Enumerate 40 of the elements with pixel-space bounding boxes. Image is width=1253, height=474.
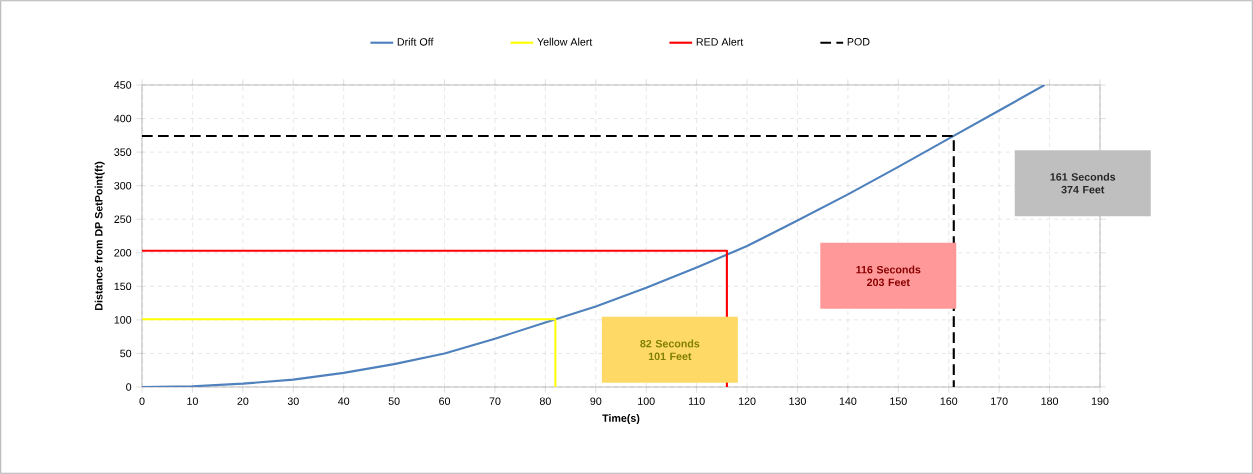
- y-tick-label: 50: [120, 349, 132, 358]
- legend-label: Drift Off: [397, 37, 434, 46]
- x-tick-label: 80: [539, 397, 551, 405]
- x-tick-label: 90: [590, 397, 602, 405]
- x-tick-label: 0: [139, 397, 145, 405]
- x-axis-title: Time(s): [602, 414, 640, 425]
- legend-label: Yellow Alert: [537, 37, 593, 46]
- y-tick-label: 450: [114, 81, 132, 89]
- x-tick-label: 140: [839, 397, 857, 405]
- x-tick-label: 130: [789, 397, 806, 405]
- y-tick-label: 400: [114, 114, 132, 123]
- x-tick-label: 190: [1091, 397, 1109, 405]
- annotation: 116 Seconds 203 Feet: [856, 265, 921, 287]
- x-tick-label: 50: [388, 397, 400, 405]
- x-tick-label: 120: [738, 397, 756, 405]
- x-tick-label: 100: [638, 397, 655, 405]
- x-tick-label: 110: [688, 397, 705, 405]
- x-tick-label: 40: [338, 397, 350, 405]
- annotation: 82 Seconds 101 Feet: [640, 339, 700, 361]
- y-tick-label: 100: [114, 316, 132, 324]
- line-series: [142, 84, 1046, 387]
- x-tick-label: 150: [890, 397, 907, 405]
- y-tick-label: 300: [114, 181, 132, 190]
- y-tick-label: 350: [114, 148, 132, 156]
- x-tick-label: 10: [187, 397, 198, 405]
- y-axis-title: Distance from DP SetPoint(ft): [94, 161, 105, 310]
- y-tick-label: 200: [114, 248, 132, 257]
- y-tick-label: 250: [114, 215, 132, 223]
- x-tick-label: 30: [287, 397, 299, 405]
- annotation: 161 Seconds 374 Feet: [1050, 172, 1116, 194]
- x-tick-label: 70: [489, 397, 501, 405]
- x-tick-label: 20: [237, 397, 249, 405]
- legend-label: POD: [847, 37, 870, 46]
- x-tick-label: 160: [940, 397, 958, 405]
- y-tick-label: 150: [114, 282, 132, 291]
- x-tick-label: 170: [991, 397, 1008, 405]
- legend-label: RED Alert: [696, 37, 744, 46]
- x-tick-label: 180: [1041, 397, 1059, 405]
- y-tick-label: 0: [126, 383, 132, 391]
- x-tick-label: 60: [439, 397, 451, 405]
